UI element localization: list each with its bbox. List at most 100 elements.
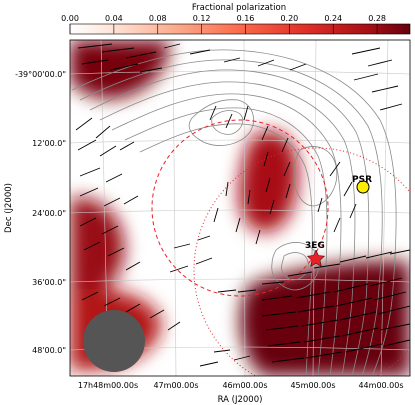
- polarization-vector: [169, 265, 189, 273]
- y-tick-label: 12'00.0": [32, 139, 66, 148]
- polarization-vector: [257, 59, 275, 67]
- polarization-vector: [119, 141, 135, 151]
- polarization-vector: [77, 43, 113, 49]
- polarization-vector: [379, 323, 410, 331]
- polarization-vector: [263, 151, 269, 167]
- polarization-vector: [95, 125, 111, 139]
- polarization-vector: [77, 139, 97, 151]
- polarization-vector: [341, 327, 379, 337]
- polarization-vector: [225, 181, 229, 197]
- polarization-vector: [303, 335, 341, 343]
- 3eg-star-marker: [306, 249, 326, 267]
- polarization-vector: [295, 291, 331, 299]
- polarization-vector: [389, 249, 410, 255]
- colorbar-tick-label: 0.24: [324, 14, 342, 23]
- colorbar-label: Fractional polarization: [192, 3, 286, 13]
- psr-label: PSR: [352, 175, 372, 185]
- polarization-vector: [261, 281, 285, 285]
- polarization-vector: [313, 263, 341, 269]
- polarization-vector: [333, 217, 341, 233]
- colorbar: [69, 23, 411, 35]
- polarization-vector: [81, 59, 109, 65]
- polarization-vector: [343, 181, 353, 197]
- intensity-contours: [71, 49, 397, 376]
- polarization-vector: [351, 47, 381, 55]
- polarization-vector: [217, 289, 237, 293]
- y-tick-label: 24'00.0": [32, 209, 66, 218]
- polarization-vector: [103, 297, 121, 307]
- polarization-vector: [213, 207, 219, 223]
- psr-marker: [356, 180, 370, 194]
- polarization-vector: [197, 235, 211, 241]
- x-axis-label: RA (J2000): [218, 395, 263, 405]
- polarization-vector: [105, 173, 123, 183]
- polarization-vector: [79, 217, 97, 227]
- polarization-vector: [329, 161, 341, 177]
- polarization-vector: [289, 63, 307, 71]
- polarization-vector: [125, 51, 157, 59]
- x-tick-labels: 17h48m00.00s 47m00.00s 46m00.00s 45m00.0…: [78, 381, 404, 390]
- polarization-vector: [199, 361, 219, 367]
- polarization-vector: [353, 73, 379, 81]
- polarization-blob-left: [70, 197, 125, 294]
- colorbar-tick-label: 0.20: [280, 14, 298, 23]
- x-tick-label: 46m00.00s: [222, 381, 267, 390]
- polarization-vector: [81, 291, 99, 301]
- polarization-vector: [255, 229, 261, 245]
- polarization-vector: [209, 105, 217, 121]
- polarization-vector: [247, 189, 251, 205]
- polarization-vector: [79, 187, 99, 197]
- polarization-vector: [269, 199, 275, 215]
- polarization-vector: [103, 197, 121, 207]
- polarization-vectors: [75, 43, 410, 367]
- polarization-vector: [369, 277, 403, 287]
- polarization-vector: [101, 47, 135, 53]
- x-tick-label: 47m00.00s: [153, 381, 198, 390]
- polarization-vector: [75, 117, 93, 131]
- polarization-vector: [377, 305, 410, 315]
- polarization-vector: [281, 137, 289, 153]
- polarization-vector: [167, 321, 181, 331]
- y-tick-label: 36'00.0": [32, 278, 66, 287]
- polarization-vector: [123, 195, 139, 205]
- colorbar-ticks: 0.00 0.04 0.08 0.12 0.16 0.20 0.24 0.28: [61, 14, 386, 34]
- polarization-vector: [237, 289, 257, 293]
- polarization-vector: [149, 309, 165, 319]
- polarization-vector: [285, 183, 291, 199]
- 3eg-dashed-circle: [151, 119, 329, 297]
- colorbar-tick-label: 0.16: [237, 14, 255, 23]
- polarization-vector: [107, 247, 125, 257]
- 3eg-dotted-ellipse: [193, 147, 410, 376]
- polarization-vector: [235, 217, 241, 233]
- polarization-vector: [283, 161, 291, 177]
- colorbar-tick-label: 0.12: [193, 14, 211, 23]
- beam-disc: [83, 310, 145, 372]
- polarization-vector: [125, 261, 141, 271]
- x-tick-label: 17h48m00.00s: [78, 381, 138, 390]
- polarization-vector: [335, 297, 373, 307]
- polarization-vector: [365, 251, 393, 259]
- polarization-vector: [163, 43, 181, 49]
- colorbar-tick-label: 0.04: [105, 14, 123, 23]
- polarization-vector: [371, 85, 399, 93]
- polarization-vector: [125, 303, 141, 313]
- polarization-vector: [301, 319, 339, 327]
- polarization-vector: [317, 197, 323, 213]
- polarization-vector: [345, 343, 383, 353]
- polarization-vector: [333, 283, 369, 293]
- polarization-vector: [383, 339, 410, 347]
- polarization-vector: [261, 295, 293, 301]
- polarization-vector: [367, 59, 393, 67]
- polarization-vector: [223, 57, 241, 63]
- polarization-vector: [297, 305, 335, 313]
- polarization-vector: [267, 341, 301, 347]
- x-tick-label: 44m00.00s: [358, 381, 403, 390]
- polarization-vector: [213, 349, 231, 353]
- polarization-vector: [261, 125, 269, 141]
- polarization-vector: [79, 167, 101, 177]
- colorbar-tick-label: 0.28: [368, 14, 386, 23]
- colorbar-tick-label: 0.08: [149, 14, 167, 23]
- polarization-vector: [99, 145, 117, 157]
- y-tick-labels: -39°00'00.0" 12'00.0" 24'00.0" 36'00.0" …: [15, 70, 66, 355]
